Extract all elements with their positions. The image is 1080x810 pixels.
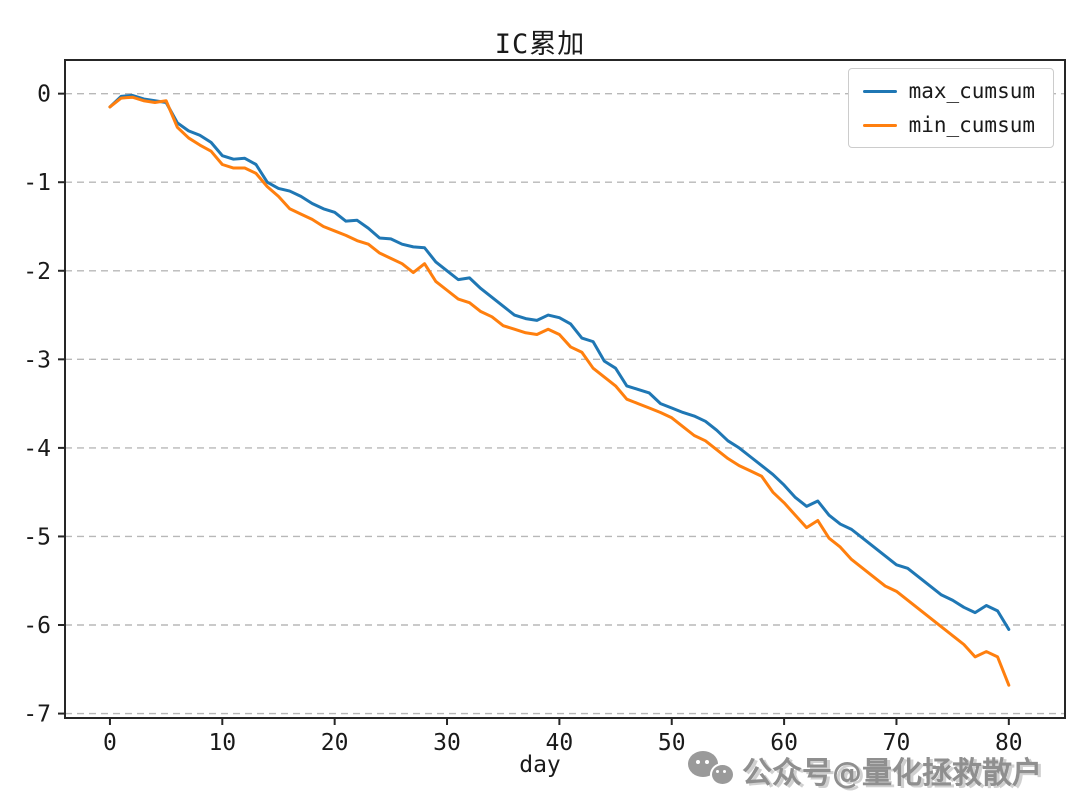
legend-label: max_cumsum xyxy=(908,79,1035,103)
plot-border xyxy=(64,59,1066,719)
x-tick-label: 80 xyxy=(995,730,1023,756)
y-tick-label: -5 xyxy=(23,524,51,550)
y-tick-label: -1 xyxy=(23,170,51,196)
chart-title: IC累加 xyxy=(494,29,586,60)
y-tick-label: -2 xyxy=(23,259,51,285)
watermark: 公众号@量化拯救散户 xyxy=(688,748,1042,792)
series-line-max_cumsum xyxy=(108,93,1011,631)
y-tick-label: -4 xyxy=(23,436,51,462)
legend-line-sample xyxy=(862,89,897,93)
x-tick-label: 30 xyxy=(433,730,461,756)
y-tick-label: -7 xyxy=(23,702,51,728)
y-tick-label: 0 xyxy=(37,82,51,108)
legend: max_cumsum min_cumsum xyxy=(847,68,1054,148)
x-tick-label: 10 xyxy=(208,730,236,756)
wechat-icon xyxy=(688,751,735,789)
legend-entry-min-cumsum: min_cumsum xyxy=(862,113,1035,137)
x-tick-label: 20 xyxy=(321,730,349,756)
legend-line-sample xyxy=(862,123,897,127)
series-line-min_cumsum xyxy=(108,95,1011,687)
x-axis-label: day xyxy=(519,752,561,778)
x-tick-label: 0 xyxy=(103,730,117,756)
y-tick-label: -3 xyxy=(23,347,51,373)
x-tick-label: 40 xyxy=(546,730,574,756)
y-tick-label: -6 xyxy=(23,613,51,639)
legend-entry-max-cumsum: max_cumsum xyxy=(862,79,1035,103)
x-tick-label: 50 xyxy=(658,730,686,756)
x-tick-label: 60 xyxy=(770,730,798,756)
x-tick-label: 70 xyxy=(883,730,911,756)
watermark-text: 公众号@量化拯救散户 xyxy=(742,756,1042,791)
legend-label: min_cumsum xyxy=(908,113,1035,137)
